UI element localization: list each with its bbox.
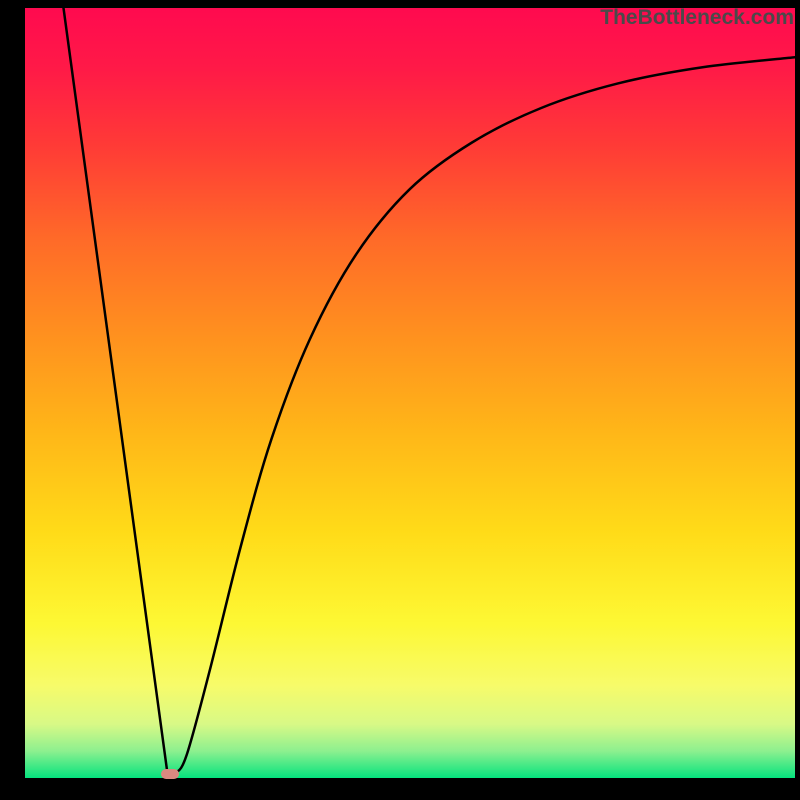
chart-container: TheBottleneck.com	[0, 0, 800, 800]
bottleneck-curve	[25, 8, 795, 778]
optimal-point-marker	[161, 769, 179, 779]
plot-area	[25, 8, 795, 778]
watermark-text: TheBottleneck.com	[600, 6, 794, 30]
